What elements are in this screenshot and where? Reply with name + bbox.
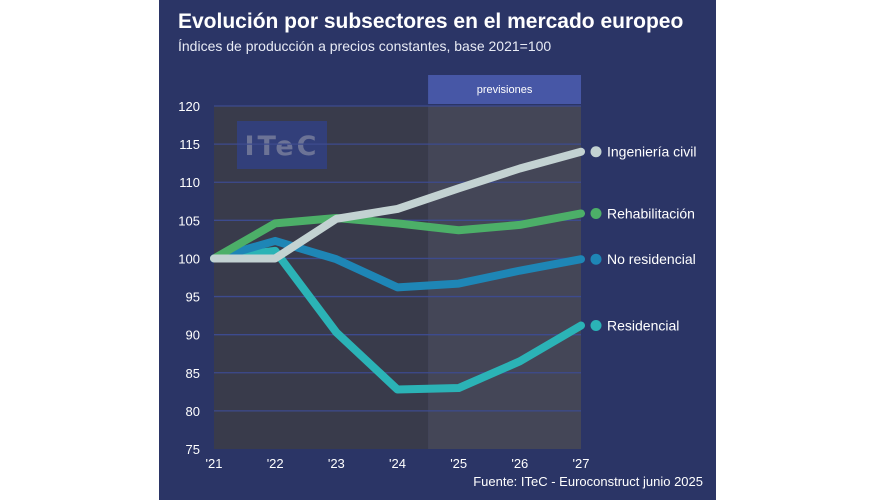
forecast-banner (428, 75, 581, 104)
y-tick-label: 105 (178, 213, 200, 228)
x-tick-label: '23 (328, 456, 345, 471)
legend-marker (590, 207, 602, 219)
series-line (210, 236, 585, 292)
source-note: Fuente: ITeC - Euroconstruct junio 2025 (473, 474, 703, 489)
legend-marker (590, 253, 602, 265)
y-tick-label: 110 (179, 175, 200, 190)
x-tick-label: '24 (389, 456, 406, 471)
legend-marker (590, 146, 602, 158)
x-tick-label: '27 (573, 456, 590, 471)
x-tick-label: '21 (206, 456, 223, 471)
y-tick-label: 85 (186, 366, 200, 381)
y-tick-label: 75 (186, 442, 200, 457)
legend-label: No residencial (607, 251, 696, 267)
x-tick-label: '26 (511, 456, 528, 471)
legend-label: Rehabilitación (607, 205, 695, 221)
y-tick-label: 95 (186, 290, 200, 305)
chart-subtitle: Índices de producción a precios constant… (178, 38, 552, 54)
series-line (210, 246, 585, 394)
legend-label: Residencial (607, 318, 679, 334)
watermark-box (237, 121, 327, 169)
x-tick-label: '22 (267, 456, 284, 471)
y-tick-label: 100 (178, 251, 200, 266)
forecast-label: previsiones (477, 84, 533, 96)
y-tick-label: 120 (178, 99, 200, 114)
y-tick-label: 80 (186, 404, 200, 419)
series-line (210, 147, 585, 263)
watermark-logo: ITeC (244, 131, 319, 162)
x-tick-label: '25 (450, 456, 467, 471)
y-tick-label: 115 (179, 137, 200, 152)
legend-label: Ingeniería civil (607, 144, 697, 160)
legend-marker (590, 320, 602, 332)
series-line (210, 209, 585, 263)
y-tick-label: 90 (186, 328, 200, 343)
chart-title: Evolución por subsectores en el mercado … (178, 10, 684, 33)
